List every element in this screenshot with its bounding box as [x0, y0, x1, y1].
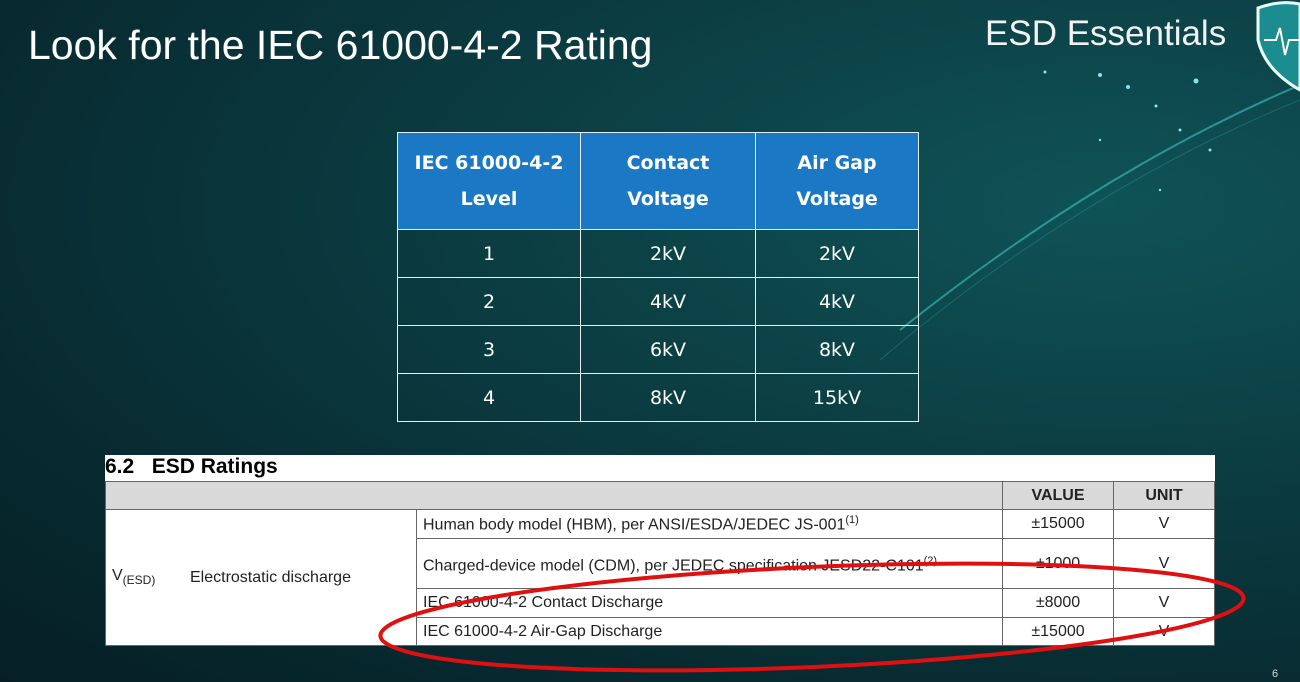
table-row: 2 4kV 4kV: [397, 277, 919, 326]
cell-contact: 8kV: [580, 373, 756, 422]
table-row: 1 2kV 2kV: [397, 229, 919, 278]
condition-text: Human body model (HBM), per ANSI/ESDA/JE…: [423, 516, 846, 534]
cell-air: 8kV: [755, 325, 919, 374]
unit-cell: V: [1113, 588, 1215, 618]
header-unit: UNIT: [1113, 481, 1215, 510]
symbol: V: [112, 567, 123, 585]
table-header-row: IEC 61000-4-2 Level Contact Voltage Air Ga…: [397, 132, 919, 230]
esd-ratings-excerpt: 6.2 ESD Ratings VALUE UNIT V(ESD) Electr…: [105, 455, 1215, 646]
page-number: 6: [1272, 668, 1279, 680]
parameter-cell: Electrostatic discharge: [184, 509, 417, 646]
condition-text: Charged-device model (CDM), per JEDEC sp…: [423, 557, 924, 575]
table-row: V(ESD) Electrostatic discharge Human bod…: [105, 509, 1215, 646]
table-row: 4 8kV 15kV: [397, 373, 919, 422]
header-value: VALUE: [1002, 481, 1114, 510]
header-contact-voltage: Contact Voltage: [580, 132, 756, 230]
cell-level: 3: [397, 325, 581, 374]
table-row: 3 6kV 8kV: [397, 325, 919, 374]
shield-heartbeat-icon: [1256, 1, 1300, 92]
footnote: (2): [923, 554, 938, 567]
value-cell: ±15000: [1002, 509, 1114, 539]
cell-level: 4: [397, 373, 581, 422]
value-cell: ±8000: [1002, 588, 1114, 618]
condition-cell: IEC 61000-4-2 Contact Discharge: [416, 588, 1003, 618]
cell-air: 2kV: [755, 229, 919, 278]
condition-cell: Charged-device model (CDM), per JEDEC sp…: [416, 538, 1003, 589]
unit-cell: V: [1113, 617, 1215, 646]
cell-air: 15kV: [755, 373, 919, 422]
unit-cell: V: [1113, 509, 1215, 539]
condition-cell: Human body model (HBM), per ANSI/ESDA/JE…: [416, 509, 1003, 539]
section-title: 6.2 ESD Ratings: [105, 455, 278, 478]
cell-contact: 4kV: [580, 277, 756, 326]
footnote: (1): [845, 513, 859, 526]
esd-ratings-table: VALUE UNIT V(ESD) Electrostatic discharg…: [105, 481, 1215, 646]
symbol-subscript: (ESD): [122, 573, 156, 588]
header-air-gap-voltage: Air Gap Voltage: [755, 132, 919, 230]
header-level: IEC 61000-4-2 Level: [397, 132, 581, 230]
value-cell: ±15000: [1002, 617, 1114, 646]
cell-level: 2: [397, 277, 581, 326]
symbol-cell: V(ESD): [105, 509, 184, 646]
slide-title: Look for the IEC 61000-4-2 Rating: [28, 22, 653, 68]
cell-air: 4kV: [755, 277, 919, 326]
brand-name: ESD Essentials: [985, 14, 1227, 53]
cell-level: 1: [397, 229, 581, 278]
cell-contact: 2kV: [580, 229, 756, 278]
value-cell: ±1000: [1002, 538, 1114, 589]
iec-levels-table: IEC 61000-4-2 Level Contact Voltage Air Ga…: [397, 132, 919, 422]
unit-cell: V: [1113, 538, 1215, 589]
header-blank: [105, 481, 1003, 510]
cell-contact: 6kV: [580, 325, 756, 374]
condition-cell: IEC 61000-4-2 Air-Gap Discharge: [416, 617, 1003, 646]
table-header-row: VALUE UNIT: [105, 481, 1215, 510]
